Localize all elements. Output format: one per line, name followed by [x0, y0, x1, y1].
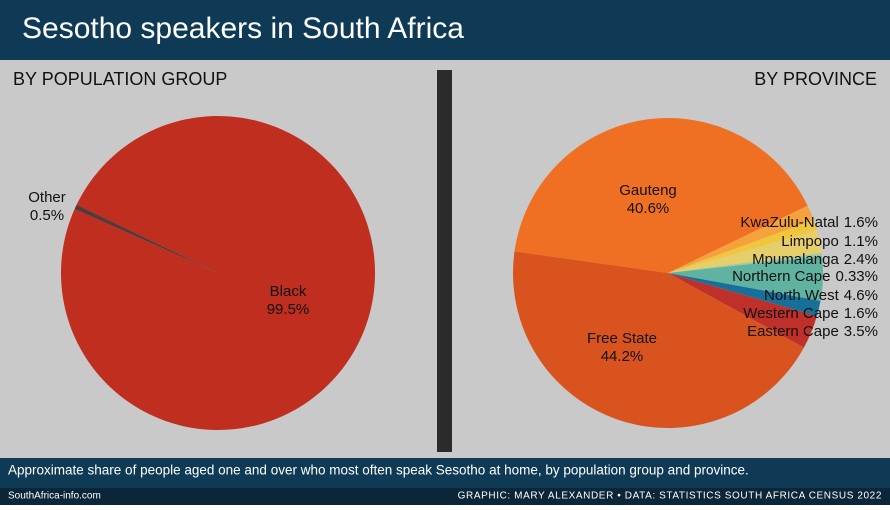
slice-label: Free State — [587, 330, 657, 347]
slice-label: North West 4.6% — [764, 287, 878, 304]
slice-label: Gauteng — [619, 182, 677, 199]
slice-value: 0.5% — [30, 207, 64, 224]
pie-slice — [668, 205, 814, 273]
slice-label: Northern Cape 0.33% — [732, 268, 878, 285]
slice-value: 1.1% — [844, 233, 878, 250]
source: SouthAfrica-info.com — [8, 491, 101, 502]
slice-label: Limpopo 1.1% — [781, 233, 878, 250]
slice-label: Eastern Cape 3.5% — [747, 323, 878, 340]
slice-value: 3.5% — [844, 323, 878, 340]
slice-value: 1.6% — [844, 214, 878, 231]
title: Sesotho speakers in South Africa — [22, 12, 464, 45]
slice-name: North West — [764, 287, 840, 304]
footer — [0, 488, 890, 505]
slice-name: KwaZulu-Natal — [740, 214, 838, 231]
slice-label: Other — [28, 189, 66, 206]
slice-name: Eastern Cape — [747, 323, 839, 340]
slice-value: 1.6% — [844, 305, 878, 322]
pie-slice — [74, 204, 218, 273]
slice-label: Western Cape 1.6% — [743, 305, 878, 322]
slice-name: Western Cape — [743, 305, 839, 322]
pie-slice — [60, 115, 375, 430]
pie-slice — [668, 230, 822, 273]
slice-label: Mpumalanga 2.4% — [752, 251, 878, 268]
credit: GRAPHIC: MARY ALEXANDER • DATA: STATISTI… — [458, 491, 882, 502]
slice-value: 4.6% — [844, 287, 878, 304]
slice-value: 99.5% — [267, 301, 310, 318]
section-title: BY PROVINCE — [754, 69, 877, 89]
caption: Approximate share of people aged one and… — [8, 463, 749, 478]
slice-name: Northern Cape — [732, 268, 830, 285]
pie-slice — [668, 256, 823, 301]
slice-value: 44.2% — [601, 348, 644, 365]
slice-value: 2.4% — [844, 251, 878, 268]
pie-slice — [668, 253, 823, 273]
pie-slice — [512, 251, 804, 429]
header — [0, 0, 890, 60]
slice-value: 40.6% — [627, 200, 670, 217]
slice-name: Mpumalanga — [752, 251, 839, 268]
pie-slice — [668, 273, 821, 317]
caption-band — [0, 458, 890, 488]
slice-label: Black — [270, 283, 307, 300]
slice-name: Limpopo — [781, 233, 839, 250]
section-title: BY POPULATION GROUP — [13, 69, 227, 89]
pie-slice — [668, 220, 817, 273]
slice-value: 0.33% — [835, 268, 878, 285]
divider — [437, 70, 452, 452]
pie-slice — [514, 117, 808, 273]
slice-label: KwaZulu-Natal 1.6% — [740, 214, 878, 231]
pie-slice — [668, 273, 817, 348]
